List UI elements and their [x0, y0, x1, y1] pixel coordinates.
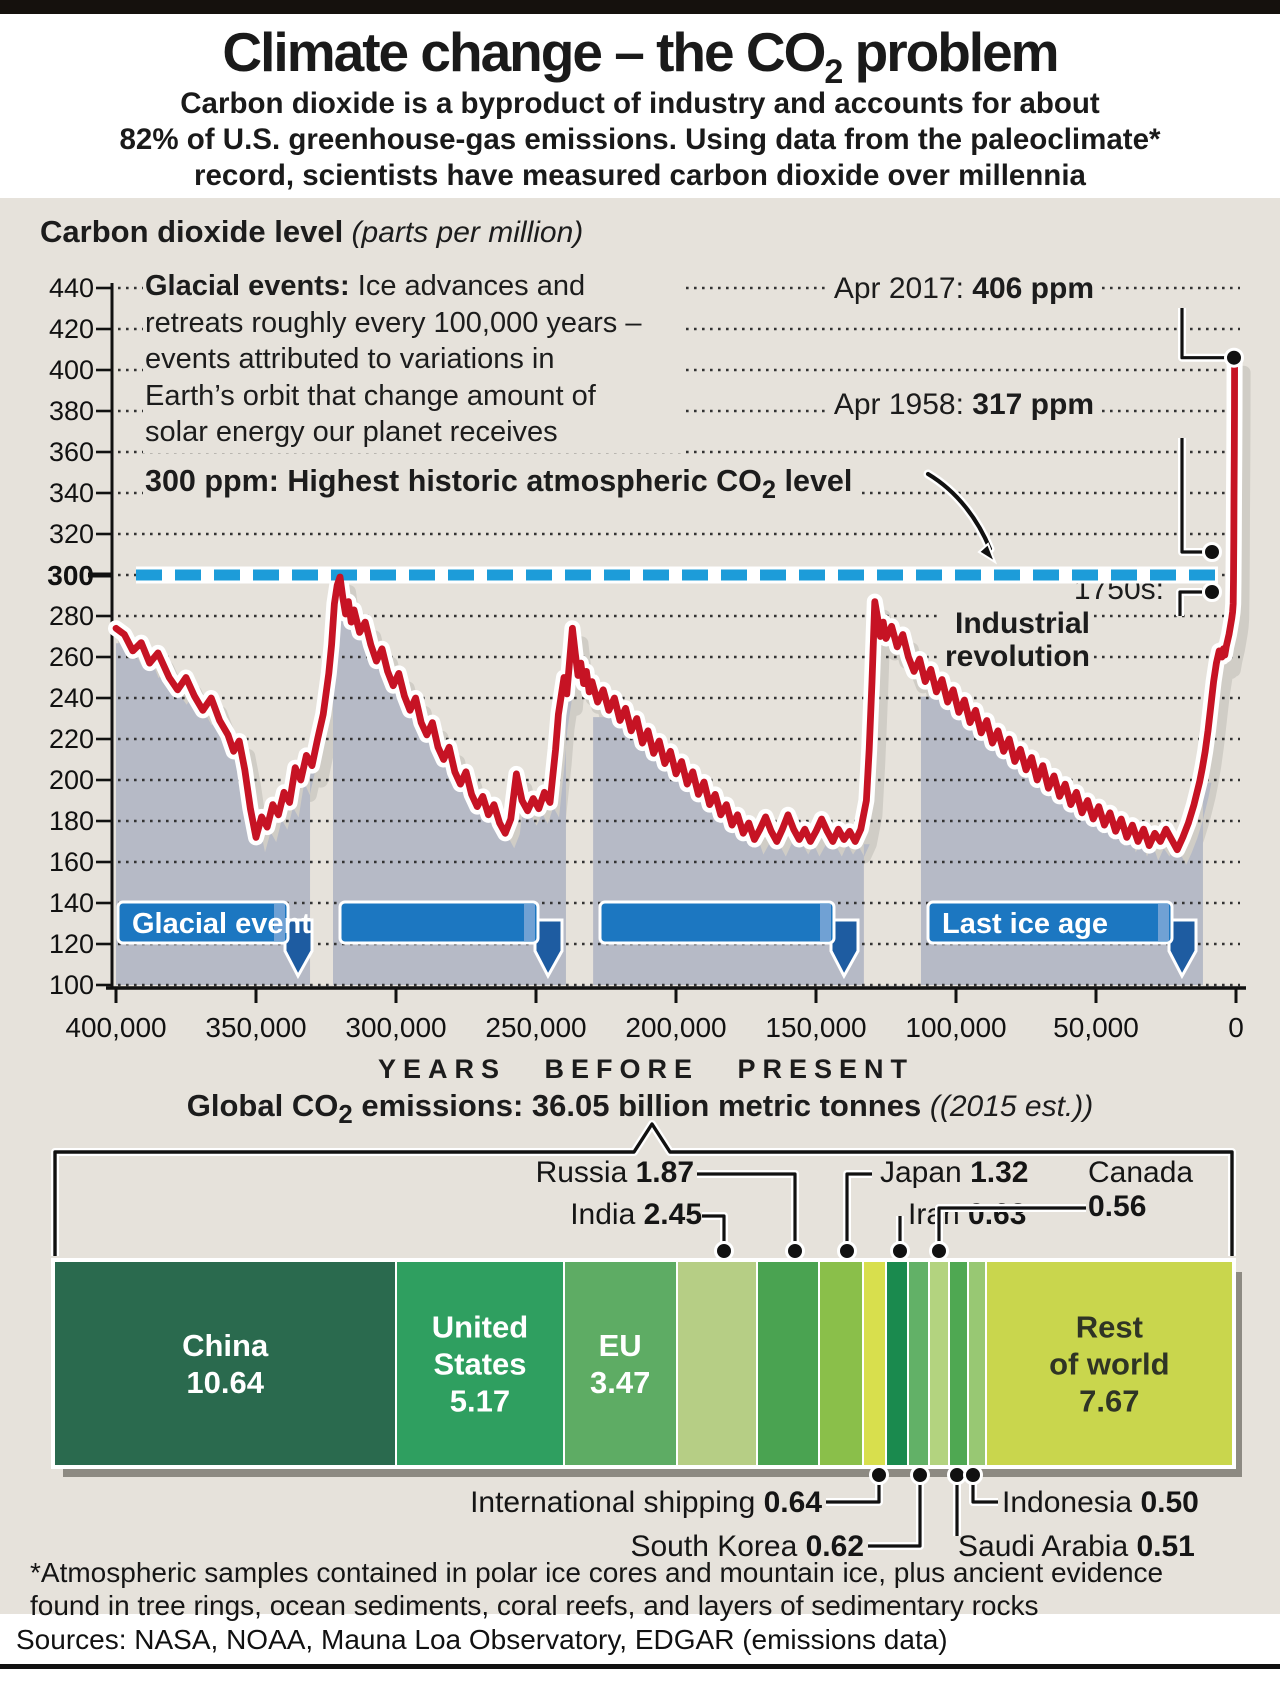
- y-tick-label: 160: [48, 847, 94, 877]
- chart-heading: Carbon dioxide level (parts per million): [40, 214, 584, 249]
- bar-segment-label: China 10.64: [182, 1327, 269, 1400]
- x-tick-label: 250,000: [485, 1012, 587, 1043]
- callout-label-russia: Russia 1.87: [535, 1156, 694, 1189]
- y-tick-label: 320: [48, 519, 94, 549]
- bar-segment-china: China 10.64: [55, 1262, 396, 1465]
- page-title: Climate change – the CO2 problem: [222, 21, 1059, 91]
- bottom-rule: [0, 1664, 1280, 1669]
- y-tick-label: 220: [48, 724, 94, 754]
- bar-segment-iran: [884, 1262, 907, 1465]
- glacial-events-note: Glacial events: Ice advances and retreats…: [143, 266, 681, 453]
- x-tick-label: 100,000: [905, 1012, 1007, 1043]
- emissions-title: Global CO2 emissions: 36.05 billion metr…: [186, 1088, 1094, 1130]
- bar-segment-label: Rest of world 7.67: [1049, 1309, 1170, 1418]
- bar-segment-label: United States 5.17: [431, 1309, 529, 1418]
- x-tick-label: 50,000: [1053, 1012, 1139, 1043]
- bar-segment-india: [675, 1262, 756, 1465]
- bar-segment-united-states: United States 5.17: [395, 1262, 563, 1465]
- callout-label-south-korea: South Korea 0.62: [630, 1530, 864, 1563]
- annotation-apr-1958: Apr 1958: 317 ppm: [827, 386, 1100, 424]
- bar-segment-indonesia: [966, 1262, 985, 1465]
- x-tick-label: 400,000: [65, 1012, 167, 1043]
- top-black-bar: [0, 0, 1280, 14]
- y-tick-label: 440: [48, 273, 94, 303]
- subtitle-line: record, scientists have measured carbon …: [194, 159, 1086, 192]
- bar-segment-canada: [928, 1262, 949, 1465]
- x-tick-label: 200,000: [625, 1012, 727, 1043]
- sources-line: Sources: NASA, NOAA, Mauna Loa Observato…: [16, 1624, 948, 1655]
- annotation-1750s: 1750s:: [1069, 572, 1168, 608]
- x-tick-label: 300,000: [345, 1012, 447, 1043]
- callout-label-saudi-arabia: Saudi Arabia 0.51: [958, 1530, 1195, 1563]
- bar-segment-eu: EU 3.47: [562, 1262, 676, 1465]
- subtitle-line: 82% of U.S. greenhouse-gas emissions. Us…: [119, 123, 1161, 156]
- co2-subscript: 2: [824, 53, 843, 91]
- bar-segment-south-korea: [906, 1262, 929, 1465]
- page-subtitle: Carbon dioxide is a byproduct of industr…: [0, 86, 1280, 194]
- y-tick-label: 280: [48, 601, 94, 631]
- y-tick-label: 300: [47, 560, 94, 591]
- bar-segment-russia: [756, 1262, 818, 1465]
- y-tick-label: 380: [48, 396, 94, 426]
- footnote-line: found in tree rings, ocean sediments, co…: [30, 1590, 1039, 1621]
- y-tick-label: 120: [48, 929, 94, 959]
- y-tick-label: 180: [48, 806, 94, 836]
- callout-label-iran: Iran 0.63: [908, 1198, 1027, 1231]
- callout-label-international-shipping: International shipping 0.64: [470, 1486, 822, 1519]
- y-tick-label: 260: [48, 642, 94, 672]
- footnote-line: *Atmospheric samples contained in polar …: [30, 1557, 1164, 1588]
- y-tick-label: 140: [48, 888, 94, 918]
- bar-segment-saudi-arabia: [948, 1262, 967, 1465]
- y-tick-label: 420: [48, 314, 94, 344]
- callout-label-indonesia: Indonesia 0.50: [1002, 1486, 1199, 1519]
- y-tick-label: 340: [48, 478, 94, 508]
- y-tick-label: 200: [48, 765, 94, 795]
- x-tick-label: 150,000: [765, 1012, 867, 1043]
- x-tick-label: 0: [1228, 1012, 1244, 1043]
- emissions-stacked-bar: China 10.64 United States 5.17 EU 3.47 Rest of w…: [55, 1262, 1232, 1465]
- x-axis-title: YEARS BEFORE PRESENT: [377, 1054, 915, 1084]
- y-tick-label: 240: [48, 683, 94, 713]
- annotation-300ppm-threshold: 300 ppm: Highest historic atmospheric CO…: [143, 462, 861, 508]
- callout-label-india: India 2.45: [570, 1198, 702, 1231]
- subtitle-line: Carbon dioxide is a byproduct of industr…: [180, 87, 1100, 120]
- bar-segment-label: EU 3.47: [589, 1327, 651, 1400]
- callout-label-canada: Canada 0.56: [1088, 1156, 1194, 1223]
- annotation-apr-2017: Apr 2017: 406 ppm: [827, 270, 1100, 308]
- y-tick-label: 400: [48, 355, 94, 385]
- bar-segment-japan: [817, 1262, 863, 1465]
- x-tick-label: 350,000: [205, 1012, 307, 1043]
- callout-label-japan: Japan 1.32: [880, 1156, 1029, 1189]
- bar-segment-rest-of-world: Rest of world 7.67: [984, 1262, 1232, 1465]
- bar-segment-international-shipping: [862, 1262, 885, 1465]
- annotation-industrial-revolution: Industrial revolution: [940, 606, 1094, 674]
- y-tick-label: 100: [48, 970, 94, 1000]
- y-tick-label: 360: [48, 437, 94, 467]
- footnote: *Atmospheric samples contained in polar …: [30, 1556, 1163, 1622]
